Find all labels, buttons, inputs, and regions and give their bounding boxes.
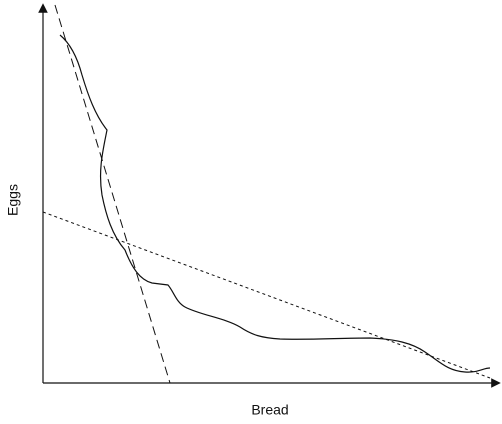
x-axis-label: Bread (251, 402, 288, 418)
dashed-line (54, 4, 171, 384)
curve (59, 34, 491, 373)
y-axis-label: Eggs (5, 184, 21, 216)
dotted-line (42, 211, 491, 379)
